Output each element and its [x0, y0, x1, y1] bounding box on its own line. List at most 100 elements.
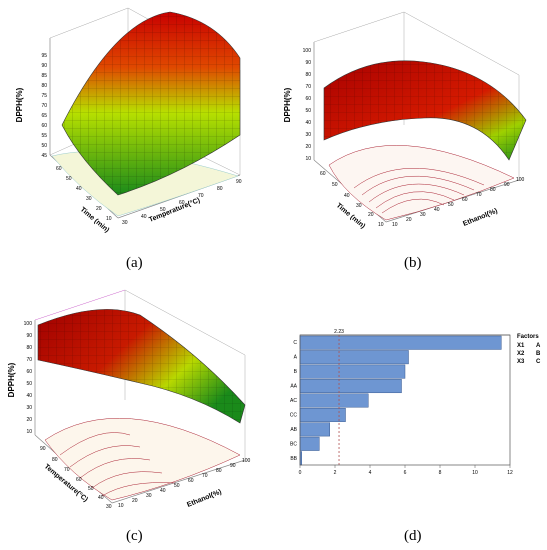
legend: Factors X1 A X2 B X3 C — [517, 334, 541, 365]
contour-floor — [44, 418, 241, 501]
xtick: 10 — [118, 503, 124, 509]
xtick: 50 — [160, 207, 166, 213]
x-axis-label: Ethanol(%) — [462, 208, 499, 228]
x-tick-label: 8 — [439, 470, 442, 476]
z-axis-label: DPPH(%) — [7, 362, 16, 397]
ytick: 20 — [368, 212, 374, 218]
ytick: 50 — [332, 182, 338, 188]
ztick: 65 — [41, 113, 47, 119]
bar-c — [299, 335, 502, 350]
xtick: 10 — [392, 222, 398, 228]
pareto-x-ticks: 0 2 4 6 8 10 12 — [299, 465, 513, 476]
ztick: 30 — [26, 405, 32, 411]
legend-name: A — [536, 343, 541, 349]
x-tick-label: 12 — [507, 470, 513, 476]
xtick: 40 — [160, 488, 166, 494]
x-ticks: 10 20 30 40 50 60 70 80 90 100 — [118, 458, 251, 509]
ztick: 90 — [305, 60, 311, 66]
x-axis-label: Ethanol(%) — [186, 489, 223, 509]
xtick: 70 — [202, 473, 208, 479]
ztick: 80 — [26, 345, 32, 351]
x-tick-label: 4 — [369, 470, 372, 476]
legend-name: C — [536, 359, 541, 365]
bar-ab — [299, 422, 330, 437]
x-tick-label: 0 — [299, 470, 302, 476]
xtick: 40 — [434, 207, 440, 213]
ztick: 50 — [41, 143, 47, 149]
ztick: 70 — [26, 357, 32, 363]
xtick: 40 — [141, 214, 147, 220]
ytick: 30 — [86, 196, 92, 202]
contour-floor — [328, 145, 515, 221]
z-axis-label: DPPH(%) — [283, 87, 292, 122]
y-ticks: 90 80 70 60 50 40 30 — [40, 446, 112, 510]
xtick: 80 — [490, 187, 496, 193]
xtick: 70 — [198, 193, 204, 199]
ytick: 70 — [64, 467, 70, 473]
xtick: 30 — [146, 493, 152, 499]
legend-name: B — [536, 351, 541, 357]
ztick: 100 — [303, 48, 312, 54]
plot-frame — [299, 334, 511, 466]
xtick: 90 — [236, 179, 242, 185]
ytick: 50 — [88, 486, 94, 492]
xtick: 20 — [132, 498, 138, 504]
xtick: 100 — [242, 458, 251, 464]
xtick: 80 — [217, 186, 223, 192]
caption-d: (d) — [404, 528, 422, 544]
ztick: 20 — [26, 417, 32, 423]
ztick: 80 — [305, 72, 311, 78]
z-axis-label: DPPH(%) — [15, 87, 24, 122]
category-label: A — [294, 355, 298, 361]
ztick: 90 — [26, 333, 32, 339]
bar-a — [299, 350, 409, 365]
reference-label: 2.23 — [334, 329, 344, 335]
caption-c: (c) — [126, 528, 143, 544]
bar-bc — [299, 436, 320, 451]
category-label: AA — [290, 384, 297, 390]
z-ticks: 95 90 85 80 75 70 65 60 55 50 45 — [41, 53, 47, 159]
caption-b: (b) — [404, 255, 422, 271]
ytick: 50 — [66, 176, 72, 182]
xtick: 50 — [448, 202, 454, 208]
ytick: 40 — [344, 193, 350, 199]
ytick: 60 — [320, 171, 326, 177]
ztick: 45 — [41, 153, 47, 159]
ytick: 40 — [98, 495, 104, 501]
ytick: 60 — [56, 166, 62, 172]
ztick: 75 — [41, 93, 47, 99]
x-tick-label: 2 — [334, 470, 337, 476]
bar-ac — [299, 393, 369, 408]
category-label: C — [293, 340, 297, 346]
xtick: 90 — [230, 463, 236, 469]
xtick: 80 — [216, 468, 222, 474]
legend-code: X3 — [517, 359, 525, 365]
bar-aa — [299, 379, 402, 394]
xtick: 70 — [476, 192, 482, 198]
bar-b — [299, 364, 406, 379]
ytick: 20 — [96, 206, 102, 212]
y-ticks: 60 50 40 30 20 10 — [56, 166, 112, 222]
ztick: 100 — [24, 321, 33, 327]
category-label: AC — [290, 398, 297, 404]
legend-code: X2 — [517, 351, 525, 357]
xtick: 60 — [179, 200, 185, 206]
ztick: 90 — [41, 63, 47, 69]
ytick: 60 — [76, 477, 82, 483]
legend-code: X1 — [517, 343, 525, 349]
ztick: 30 — [305, 132, 311, 138]
ztick: 10 — [305, 156, 311, 162]
ztick: 95 — [41, 53, 47, 59]
ztick: 50 — [305, 108, 311, 114]
ztick: 60 — [26, 369, 32, 375]
y-ticks: 60 50 40 30 20 10 — [320, 171, 384, 228]
x-ticks: 10 20 30 40 50 60 70 80 90 100 — [392, 177, 525, 228]
category-label: CC — [290, 412, 298, 418]
pareto-bars — [299, 335, 502, 466]
ytick: 30 — [106, 504, 112, 510]
xtick: 30 — [122, 220, 128, 226]
x-tick-label: 10 — [472, 470, 478, 476]
category-label: BC — [290, 441, 297, 447]
ytick: 10 — [106, 216, 112, 222]
